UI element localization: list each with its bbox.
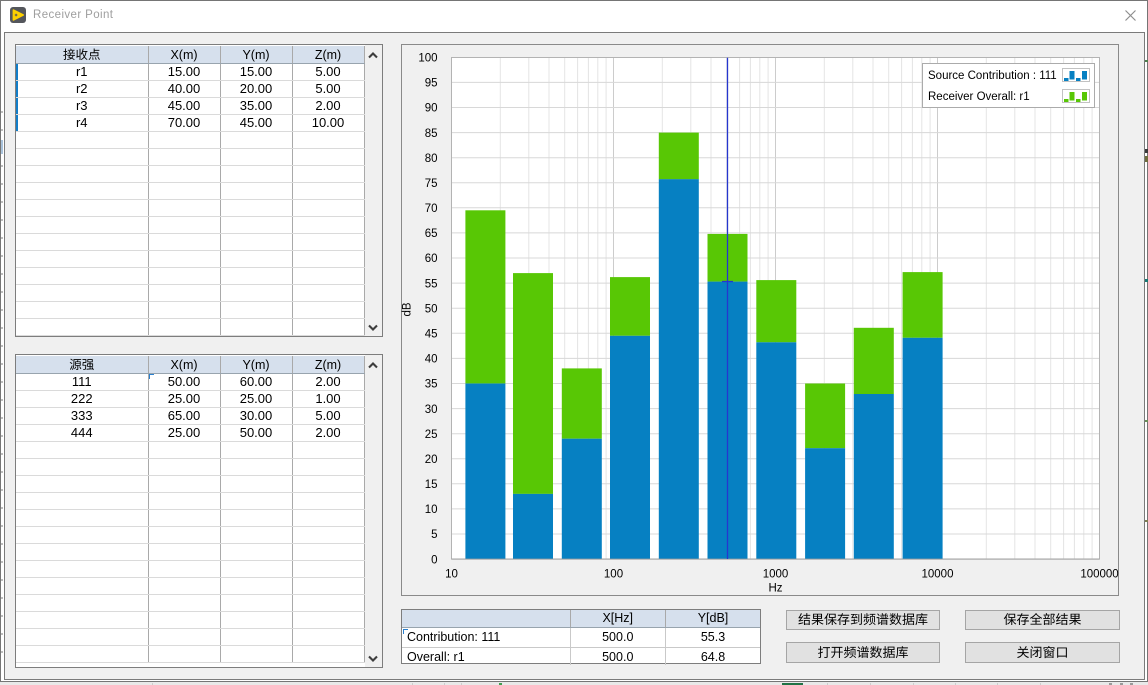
svg-text:Source Contribution : 111: Source Contribution : 111: [928, 70, 1057, 82]
svg-text:95: 95: [425, 78, 438, 90]
svg-text:5: 5: [431, 529, 437, 541]
svg-text:10: 10: [445, 569, 458, 581]
svg-text:45: 45: [425, 329, 438, 341]
svg-text:40: 40: [425, 354, 438, 366]
svg-text:30: 30: [425, 404, 438, 416]
svg-text:0: 0: [431, 554, 437, 566]
svg-text:100: 100: [418, 53, 437, 65]
svg-text:35: 35: [425, 379, 438, 391]
svg-text:55: 55: [425, 278, 438, 290]
svg-text:100000: 100000: [1080, 569, 1118, 581]
svg-text:90: 90: [425, 103, 438, 115]
svg-text:75: 75: [425, 178, 438, 190]
svg-text:20: 20: [425, 454, 438, 466]
svg-text:15: 15: [425, 479, 438, 491]
svg-text:dB: dB: [402, 302, 414, 316]
svg-text:10000: 10000: [922, 569, 954, 581]
svg-text:60: 60: [425, 253, 438, 265]
svg-text:Receiver Overall: r1: Receiver Overall: r1: [928, 91, 1030, 103]
svg-text:1000: 1000: [763, 569, 789, 581]
svg-text:100: 100: [604, 569, 623, 581]
svg-text:Hz: Hz: [768, 583, 782, 595]
svg-text:10: 10: [425, 504, 438, 516]
svg-text:25: 25: [425, 429, 438, 441]
svg-text:50: 50: [425, 303, 438, 315]
svg-text:85: 85: [425, 128, 438, 140]
svg-text:65: 65: [425, 228, 438, 240]
svg-text:80: 80: [425, 153, 438, 165]
svg-text:70: 70: [425, 203, 438, 215]
